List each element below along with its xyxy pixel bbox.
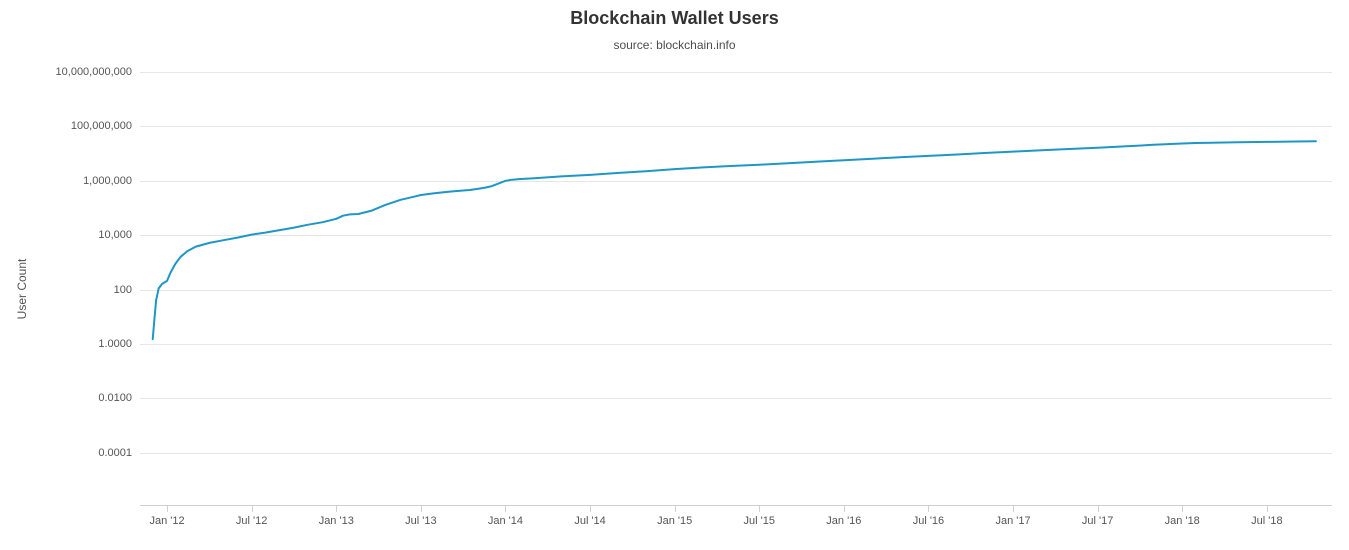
wallet-users-series-line xyxy=(151,140,1317,341)
x-tick-label: Jan '15 xyxy=(657,515,693,527)
x-tick-label: Jan '17 xyxy=(995,515,1031,527)
chart-subtitle: source: blockchain.info xyxy=(613,38,736,52)
y-tick-label: 100,000,000 xyxy=(70,120,132,133)
x-tick-label: Jul '12 xyxy=(235,515,268,527)
x-tick-label: Jan '14 xyxy=(487,515,524,527)
x-tick-label: Jul '16 xyxy=(912,515,945,527)
x-tick-label: Jan '13 xyxy=(318,515,354,527)
x-tick-label: Jan '12 xyxy=(149,515,185,527)
x-tick-label: Jul '18 xyxy=(1251,515,1283,527)
x-tick-label: Jan '16 xyxy=(826,515,862,527)
y-tick-label: 10,000 xyxy=(98,229,132,242)
x-tick-label: Jan '18 xyxy=(1164,515,1200,527)
y-tick-label: 1,000,000 xyxy=(83,174,132,187)
y-tick-label: 0.0001 xyxy=(98,446,132,459)
x-tick-label: Jul '13 xyxy=(405,515,437,527)
chart-title: Blockchain Wallet Users xyxy=(570,8,779,28)
x-tick-label: Jul '15 xyxy=(743,515,775,527)
y-tick-label: 10,000,000,000 xyxy=(55,66,132,78)
y-tick-label: 100 xyxy=(113,283,132,296)
x-tick-label: Jul '17 xyxy=(1081,515,1114,527)
x-tick-label: Jul '14 xyxy=(574,515,606,527)
y-tick-label: 0.0100 xyxy=(98,392,132,405)
y-tick-label: 1.0000 xyxy=(98,337,132,350)
